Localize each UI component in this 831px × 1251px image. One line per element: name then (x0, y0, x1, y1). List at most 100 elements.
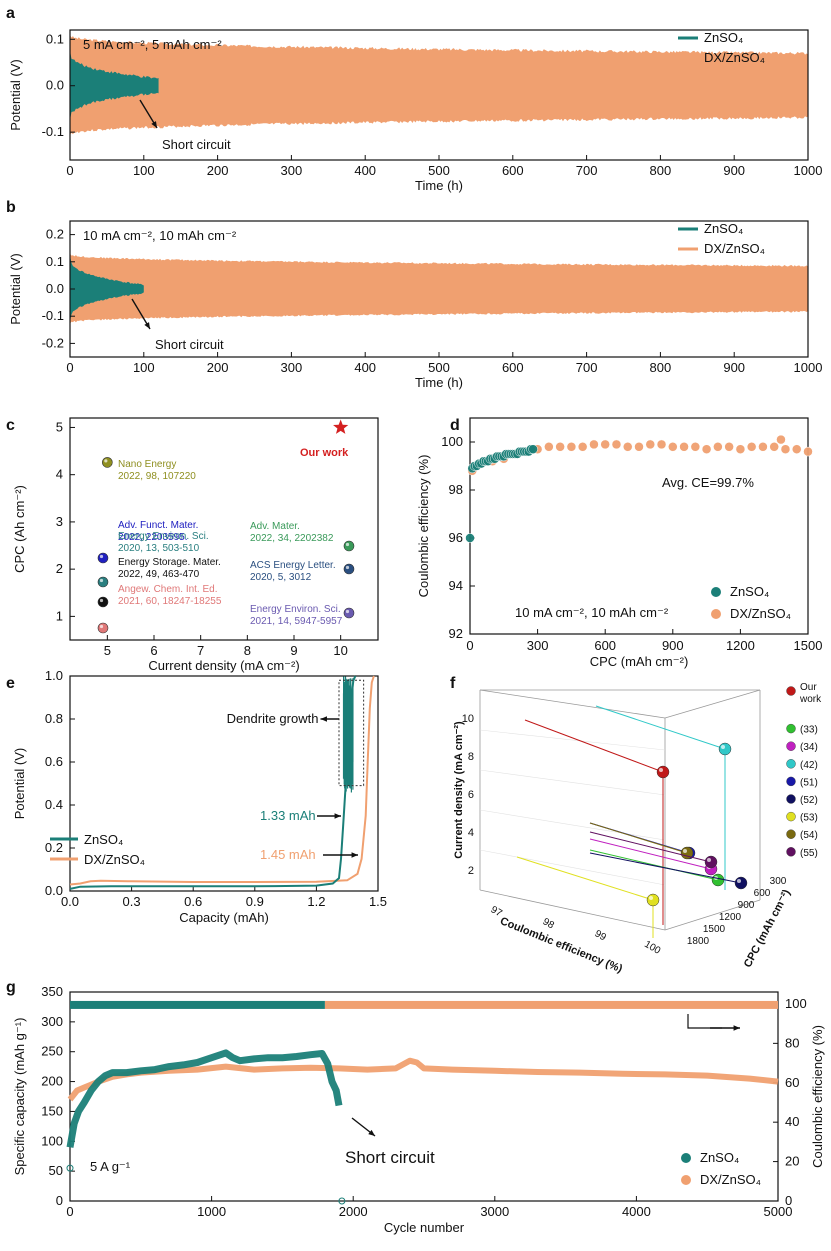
reference-label: Energy Environ. Sci. (118, 531, 209, 542)
x-tick-label-g: 3000 (480, 1204, 509, 1219)
y2-tick-label-g: 0 (785, 1193, 792, 1208)
x-tick-label-a: 0 (66, 163, 73, 178)
series-band-znso4 (70, 255, 144, 322)
y-tick-label-g: 100 (41, 1133, 63, 1148)
legend-label-e: DX/ZnSO₄ (84, 852, 145, 867)
x-tick-label-e: 0.9 (246, 894, 264, 909)
z-tick-label-f: 300 (770, 876, 787, 887)
data-point-d-dx-znso4 (555, 442, 565, 452)
drop-line-f (524, 719, 664, 773)
y2-tick-label-g: 20 (785, 1154, 799, 1169)
x-axis-label-e: Capacity (mAh) (179, 910, 269, 925)
data-point-d-dx-znso4 (713, 442, 723, 452)
grid-line-f (479, 769, 666, 796)
y-tick-label-g: 0 (56, 1193, 63, 1208)
drop-line-f (516, 856, 654, 901)
data-point-d-dx-znso4 (668, 442, 678, 452)
y2-axis-label-g: Coulombic efficiency (%) (810, 1025, 825, 1168)
legend-label-f: (42) (800, 760, 818, 771)
short-circuit-arrow-b-head (144, 322, 150, 329)
x-tick-label-c: 10 (333, 643, 347, 658)
data-sphere-highlight (659, 768, 663, 772)
data-point-d-dx-znso4 (746, 442, 757, 452)
x-tick-label-b: 100 (133, 360, 155, 375)
plot-frame-d (469, 417, 809, 635)
grid-line-f (479, 729, 666, 751)
data-point-d-dx-znso4 (577, 442, 588, 452)
x-tick-label-e: 0.3 (123, 894, 141, 909)
short-circuit-arrow-g-head (368, 1129, 375, 1136)
drop-line-f (589, 822, 688, 854)
legend-label-f: (51) (800, 777, 818, 788)
legend-label-f: (33) (800, 725, 818, 736)
reference-label: ACS Energy Letter. (250, 560, 336, 571)
y2-tick-label-g: 40 (785, 1114, 799, 1129)
x-tick-label-b: 1000 (794, 360, 823, 375)
x-tick-label-a: 400 (354, 163, 376, 178)
reference-label: Nano Energy (118, 459, 176, 470)
data-point-d-dx-znso4 (566, 442, 577, 452)
legend-marker-f (786, 741, 796, 751)
legend-label-d: DX/ZnSO₄ (730, 606, 791, 621)
data-point-highlight (345, 542, 350, 547)
reference-label: Our work (300, 447, 349, 459)
y-tick-label-f: 4 (468, 827, 474, 839)
legend-marker-f (786, 811, 796, 822)
drop-line-f (589, 831, 712, 863)
x-tick-label-b: 800 (650, 360, 672, 375)
data-point-d-dx-znso4 (791, 444, 802, 454)
data-point-d-dx-znso4 (780, 444, 791, 454)
y-tick-label-d: 98 (449, 482, 463, 497)
reference-label: Angew. Chem. Int. Ed. (118, 584, 218, 595)
data-sphere-f (734, 876, 748, 890)
legend-marker-f (786, 723, 796, 734)
z-tick-label-f: 1500 (703, 924, 726, 935)
x-tick-label-b: 500 (428, 360, 450, 375)
drop-line-f (589, 849, 719, 881)
y-tick-label-c: 4 (56, 467, 63, 482)
short-circuit-label-g: Short circuit (345, 1148, 435, 1167)
x-tick-label-a: 300 (281, 163, 303, 178)
y-axis-label-f: Current density (mA cm⁻²) (453, 721, 465, 859)
y-tick-label-b: -0.1 (42, 308, 64, 323)
y-tick-label-c: 5 (56, 419, 63, 434)
x-tick-label-g: 5000 (764, 1204, 793, 1219)
x-tick-label-f: 97 (489, 904, 505, 919)
legend-label-d: ZnSO₄ (730, 584, 769, 599)
x-axis-label-b: Time (h) (415, 375, 463, 390)
plot-frame-c (69, 417, 379, 641)
data-point-highlight (99, 578, 104, 583)
data-point-d-dx-znso4 (724, 442, 734, 452)
x-tick-label-c: 5 (104, 643, 111, 658)
reference-citation: 2022, 2203595. (118, 532, 188, 543)
y-tick-label-f: 10 (462, 713, 474, 725)
outlier-point (66, 1164, 74, 1172)
legend-label-b: ZnSO₄ (704, 221, 743, 236)
legend-marker-f (786, 686, 796, 696)
y-tick-label-d: 96 (449, 530, 463, 545)
x-axis-label-g: Cycle number (384, 1220, 465, 1235)
y-tick-label-a: 0.1 (46, 31, 64, 46)
avg-ce-label: Avg. CE=99.7% (662, 475, 754, 490)
box-edge-f (479, 889, 666, 931)
data-point-d-dx-znso4 (769, 442, 779, 452)
y-tick-label-d: 92 (449, 626, 463, 641)
capacity-arrow-dx-head (351, 852, 358, 858)
dendrite-box (338, 679, 365, 787)
x-tick-label-e: 0.6 (184, 894, 202, 909)
grid-line-f (479, 809, 666, 841)
data-point-c (97, 576, 109, 588)
x-tick-label-e: 1.2 (307, 894, 325, 909)
x-tick-label-c: 7 (197, 643, 204, 658)
data-point-highlight (99, 598, 104, 603)
y-tick-label-f: 6 (468, 789, 474, 801)
data-sphere-highlight (683, 849, 687, 853)
legend-label-a: DX/ZnSO₄ (704, 50, 765, 65)
legend-label-f: (53) (800, 813, 818, 824)
legend-label-f: (54) (800, 830, 818, 841)
y-tick-label-g: 50 (49, 1163, 63, 1178)
our-work-star (333, 419, 349, 434)
y-tick-label-c: 3 (56, 514, 63, 529)
data-point-d-dx-znso4 (589, 439, 599, 450)
